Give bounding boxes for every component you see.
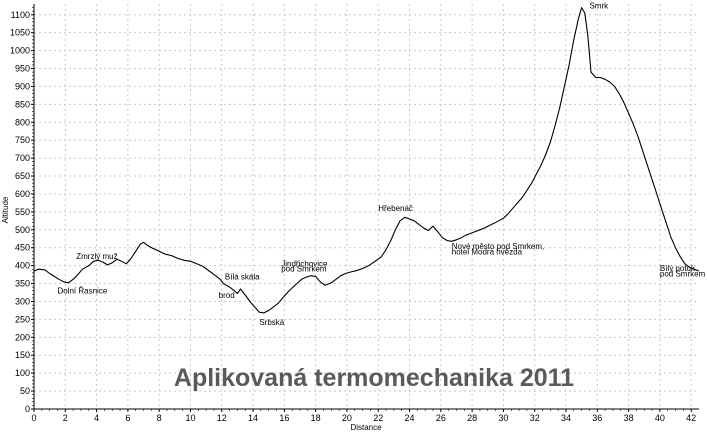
annotation-label: Jindřichovice [281,259,328,268]
x-tick-label: 16 [279,413,289,423]
y-tick-label: 650 [15,171,30,181]
x-tick-label: 42 [686,413,696,423]
x-tick-label: 26 [436,413,446,423]
x-tick-label: 20 [342,413,352,423]
x-tick-label: 4 [94,413,99,423]
annotation-label: brod [219,291,235,300]
annotation-label: pod Smrkem [660,269,706,278]
series-line-0 [33,7,700,314]
x-tick-label: 2 [63,413,68,423]
y-tick-label: 250 [15,314,30,324]
annotation-label: hotel Modrá hvězda [452,248,523,257]
x-tick-label: 8 [157,413,162,423]
y-tick-label: 350 [15,279,30,289]
x-tick-label: 18 [311,413,321,423]
x-tick-label: 28 [467,413,477,423]
x-tick-label: 30 [498,413,508,423]
x-tick-label: 10 [185,413,195,423]
annotation-label: pod Smrkem [281,265,327,274]
x-tick-label: 36 [592,413,602,423]
y-tick-label: 550 [15,207,30,217]
annotation-label: Nové město pod Smrkem, [452,242,544,251]
y-tick-label: 100 [15,368,30,378]
y-tick-label: 800 [15,117,30,127]
y-axis-title: Altitude [1,196,10,223]
watermark-text: Aplikovaná termomechanika 2011 [174,364,574,392]
axis-layer: 0501001502002503003504004505005506006507… [10,4,699,423]
y-tick-label: 600 [15,189,30,199]
series-layer [33,7,700,314]
x-tick-label: 6 [125,413,130,423]
x-axis-title: Distance [350,423,382,432]
annotation-layer: Dolní Řasnice Zmrzlý muž Bílá skála brod Srb… [57,2,705,327]
y-tick-label: 200 [15,332,30,342]
annotation-label: Bílý potok [660,264,696,273]
x-tick-label: 12 [217,413,227,423]
y-tick-label: 450 [15,243,30,253]
y-tick-label: 700 [15,153,30,163]
y-tick-label: 750 [15,135,30,145]
y-tick-label: 400 [15,261,30,271]
x-tick-label: 14 [248,413,258,423]
y-tick-label: 150 [15,350,30,360]
x-tick-label: 32 [530,413,540,423]
annotation-label: Hřebenáč [378,204,413,213]
x-tick-label: 34 [561,413,571,423]
y-tick-label: 1100 [11,10,30,20]
annotation-label: Dolní Řasnice [57,287,107,296]
x-tick-label: 22 [373,413,383,423]
y-tick-label: 900 [15,81,30,91]
x-tick-label: 40 [655,413,665,423]
y-tick-label: 300 [15,296,30,306]
y-tick-label: 0 [25,404,30,414]
y-tick-label: 50 [20,386,30,396]
annotation-label: Bílá skála [225,272,260,281]
y-tick-label: 950 [15,64,30,74]
grid-layer [34,4,699,409]
x-tick-label: 38 [624,413,634,423]
x-tick-label: 24 [405,413,415,423]
y-tick-label: 1000 [10,46,30,56]
y-tick-label: 500 [15,225,30,235]
annotation-label: Zmrzlý muž [76,252,117,261]
x-tick-label: 0 [31,413,36,423]
y-tick-label: 850 [15,99,30,109]
annotation-label: Smrk [589,2,609,11]
y-tick-label: 1050 [10,28,30,38]
annotation-label: Srbská [259,318,284,327]
